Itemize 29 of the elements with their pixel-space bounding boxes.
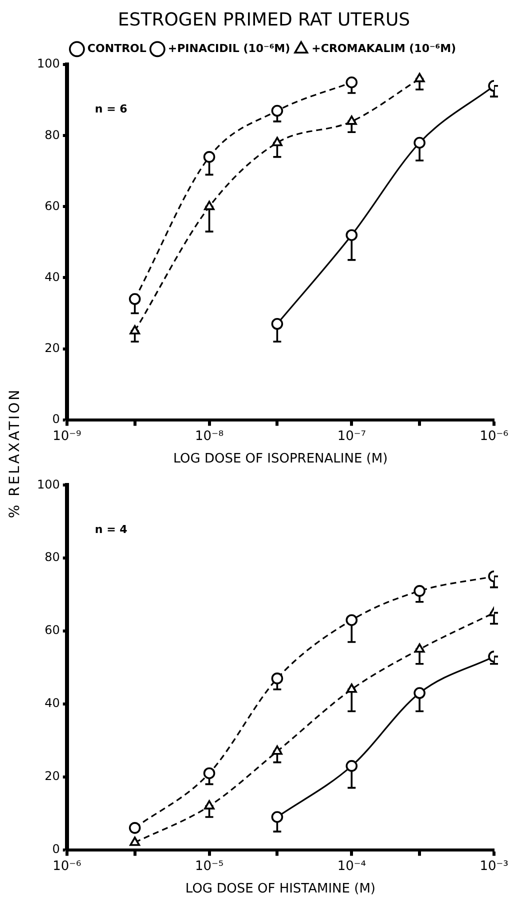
y-tick-label: 20: [44, 769, 60, 784]
legend-label: +CROMAKALIM (10⁻⁶M): [312, 42, 456, 55]
x-tick-label: 10⁻⁴: [337, 858, 366, 874]
x-tick-label: 10⁻⁶: [52, 858, 82, 874]
y-tick-label: 80: [44, 550, 60, 564]
y-tick-label: 60: [44, 623, 60, 638]
x-tick-label: 10⁻³: [480, 858, 508, 874]
y-tick-label: 60: [44, 198, 60, 213]
annotation: n = 6: [94, 102, 128, 116]
legend-label: +PINACIDIL (10⁻⁶M): [168, 42, 290, 55]
y-tick-label: 0: [52, 842, 60, 856]
y-tick-label: 40: [44, 696, 60, 710]
y-tick-label: 100: [37, 56, 60, 71]
x-tick-label: 10⁻⁵: [194, 858, 224, 874]
x-tick-label: 10⁻⁶: [480, 428, 508, 444]
y-axis-title: % RELAXATION: [7, 387, 23, 518]
x-axis-title: LOG DOSE OF ISOPRENALINE (M): [173, 452, 388, 467]
annotation: n = 4: [94, 523, 128, 536]
x-tick-label: 10⁻⁸: [194, 428, 224, 444]
legend-label: CONTROL: [87, 42, 146, 55]
y-tick-label: 100: [37, 477, 60, 492]
x-axis-title: LOG DOSE OF HISTAMINE (M): [185, 882, 376, 897]
chart-title: ESTROGEN PRIMED RAT UTERUS: [118, 9, 410, 30]
y-tick-label: 80: [44, 128, 60, 142]
y-tick-label: 40: [44, 270, 60, 284]
y-tick-label: 0: [52, 412, 60, 426]
x-tick-label: 10⁻⁹: [52, 428, 82, 444]
x-tick-label: 10⁻⁷: [337, 428, 366, 444]
y-tick-label: 20: [44, 340, 60, 355]
